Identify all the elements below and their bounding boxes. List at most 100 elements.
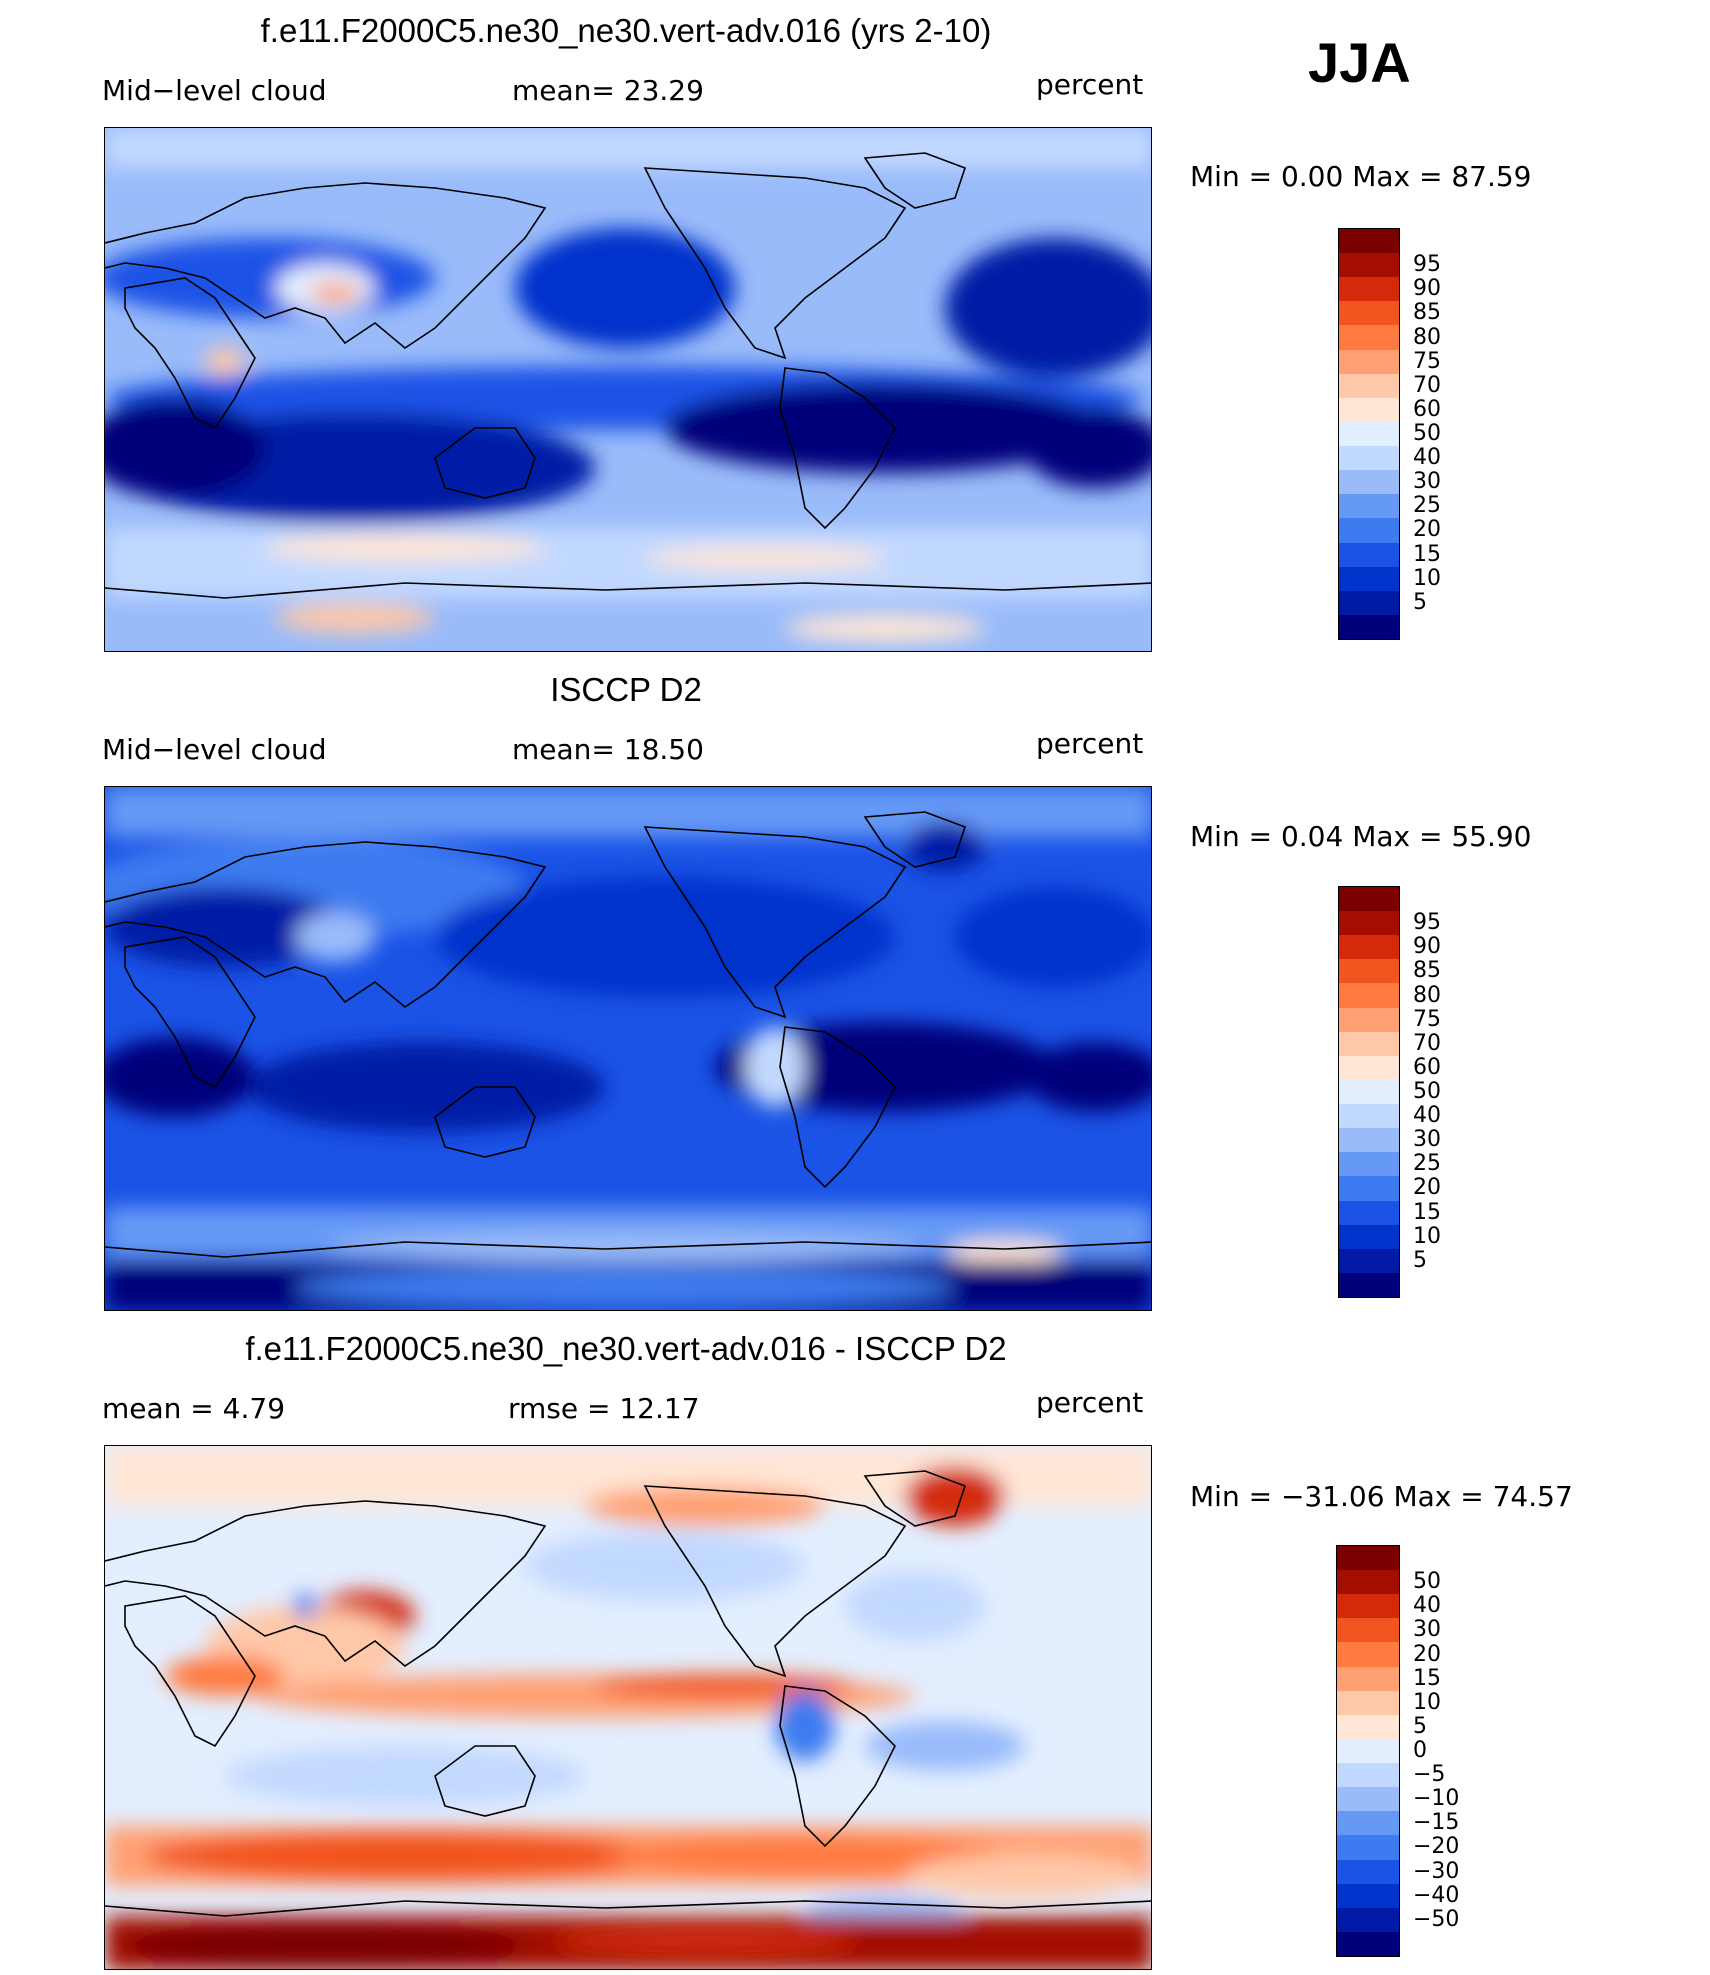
colorbar-box	[1339, 325, 1399, 351]
colorbar-label: 90	[1413, 934, 1441, 960]
colorbar-label: 40	[1413, 445, 1441, 471]
colorbar-box	[1339, 1176, 1399, 1202]
colorbar-box	[1337, 1763, 1399, 1788]
colorbar-box	[1339, 518, 1399, 544]
colorbar-label: 10	[1413, 565, 1441, 591]
colorbar-label: 70	[1413, 1030, 1441, 1056]
colorbar-label: 85	[1413, 300, 1441, 326]
colorbar-box	[1339, 1224, 1399, 1250]
colorbar-box	[1339, 494, 1399, 519]
panel-3-mean-label: mean = 4.79	[102, 1392, 286, 1425]
panel-2-mean-label: mean= 18.50	[512, 733, 704, 766]
colorbar-box	[1337, 1690, 1399, 1716]
colorbar-box	[1337, 1859, 1399, 1885]
colorbar-box	[1339, 349, 1399, 375]
colorbar-label: −20	[1413, 1834, 1460, 1860]
colorbar-label: 20	[1413, 517, 1441, 543]
panel-2-minmax-label: Min = 0.04 Max = 55.90	[1190, 820, 1532, 853]
colorbar-label: 5	[1413, 1247, 1427, 1273]
panel-2-coastlines	[105, 811, 1151, 1258]
panel-1-title: f.e11.F2000C5.ne30_ne30.vert-adv.016 (yr…	[260, 12, 992, 49]
colorbar-box	[1339, 935, 1399, 960]
panel-1-minmax-label: Min = 0.00 Max = 87.59	[1190, 160, 1532, 193]
colorbar-label: 5	[1413, 589, 1427, 615]
panel-3-minmax-label: Min = −31.06 Max = 74.57	[1190, 1480, 1573, 1513]
colorbar-box	[1337, 1931, 1399, 1957]
panel-2-title: ISCCP D2	[550, 671, 702, 708]
colorbar-box	[1339, 542, 1399, 568]
colorbar-box	[1339, 1200, 1399, 1226]
colorbar-box	[1339, 983, 1399, 1009]
colorbar-label: 85	[1413, 958, 1441, 984]
colorbar-label: 10	[1413, 1223, 1441, 1249]
panel-1-map-field	[105, 128, 1151, 651]
colorbar-box	[1339, 229, 1399, 254]
colorbar-box	[1339, 373, 1399, 399]
colorbar-box	[1339, 253, 1399, 278]
colorbar-box	[1339, 1031, 1399, 1057]
colorbar-box	[1339, 397, 1399, 423]
colorbar-box	[1339, 1055, 1399, 1081]
panel-2-colorbar: 95 90 85 80 75 70 60 50 40 30 25 20 15 10 5	[1338, 886, 1441, 1298]
colorbar-box	[1337, 1642, 1399, 1668]
colorbar-label: 70	[1413, 372, 1441, 398]
colorbar-box	[1337, 1738, 1399, 1764]
colorbar-box	[1339, 887, 1399, 912]
colorbar-box	[1337, 1811, 1399, 1836]
panel-2-variable-label: Mid−level cloud	[102, 733, 327, 766]
panel-1-colorbar: 95 90 85 80 75 70 60 50 40 30 25 20 15 10 5	[1338, 228, 1441, 640]
colorbar-box	[1337, 1666, 1399, 1692]
panel-3-title: f.e11.F2000C5.ne30_ne30.vert-adv.016 - I…	[245, 1330, 1007, 1367]
colorbar-label: 25	[1413, 1151, 1441, 1177]
colorbar-label: 20	[1413, 1641, 1441, 1667]
colorbar-box	[1339, 277, 1399, 302]
colorbar-box	[1339, 446, 1399, 471]
colorbar-label: 60	[1413, 1054, 1441, 1080]
colorbar-box	[1339, 1272, 1399, 1298]
colorbar-label: 75	[1413, 1006, 1441, 1032]
colorbar-label: 15	[1413, 1665, 1441, 1691]
colorbar-label: −40	[1413, 1882, 1460, 1908]
panel-3-units-label: percent	[1036, 1386, 1144, 1419]
panel-2-units-label: percent	[1036, 727, 1144, 760]
colorbar-label: 25	[1413, 493, 1441, 519]
colorbar-label: 80	[1413, 982, 1441, 1008]
colorbar-label: 5	[1413, 1713, 1427, 1739]
colorbar-box	[1339, 301, 1399, 326]
colorbar-label: 50	[1413, 1079, 1441, 1104]
colorbar-label: 75	[1413, 348, 1441, 374]
colorbar-label: 30	[1413, 1127, 1441, 1153]
colorbar-label: 50	[1413, 421, 1441, 446]
colorbar-label: −10	[1413, 1786, 1460, 1812]
colorbar-label: 95	[1413, 252, 1441, 278]
colorbar-label: 10	[1413, 1689, 1441, 1715]
colorbar-label: −15	[1413, 1810, 1460, 1836]
colorbar-label: 90	[1413, 276, 1441, 302]
colorbar-label: 40	[1413, 1593, 1441, 1619]
panel-3-colorbar: 50 40 30 20 15 10 5 0 −5 −10 −15 −20 −30 −40 −50	[1336, 1545, 1459, 1957]
colorbar-label: 30	[1413, 1617, 1441, 1643]
colorbar-label: −5	[1413, 1762, 1446, 1788]
colorbar-label: 50	[1413, 1569, 1441, 1595]
panel-1-units-label: percent	[1036, 68, 1144, 101]
colorbar-box	[1337, 1787, 1399, 1812]
colorbar-box	[1339, 1248, 1399, 1274]
colorbar-label: 40	[1413, 1103, 1441, 1129]
colorbar-box	[1339, 566, 1399, 592]
colorbar-box	[1337, 1546, 1399, 1571]
colorbar-box	[1339, 470, 1399, 495]
season-label: JJA	[1308, 31, 1411, 94]
colorbar-box	[1337, 1714, 1399, 1740]
panel-2-map-field	[105, 787, 1151, 1310]
colorbar-box	[1337, 1907, 1399, 1933]
panel-1-variable-label: Mid−level cloud	[102, 74, 327, 107]
colorbar-box	[1339, 959, 1399, 984]
colorbar-label: 95	[1413, 910, 1441, 936]
colorbar-box	[1339, 911, 1399, 936]
colorbar-label: 20	[1413, 1175, 1441, 1201]
colorbar-box	[1339, 421, 1399, 447]
panel-1-coastlines	[105, 152, 1151, 599]
colorbar-box	[1339, 1128, 1399, 1153]
colorbar-label: −30	[1413, 1858, 1460, 1884]
panel-3-map	[104, 1445, 1152, 1970]
